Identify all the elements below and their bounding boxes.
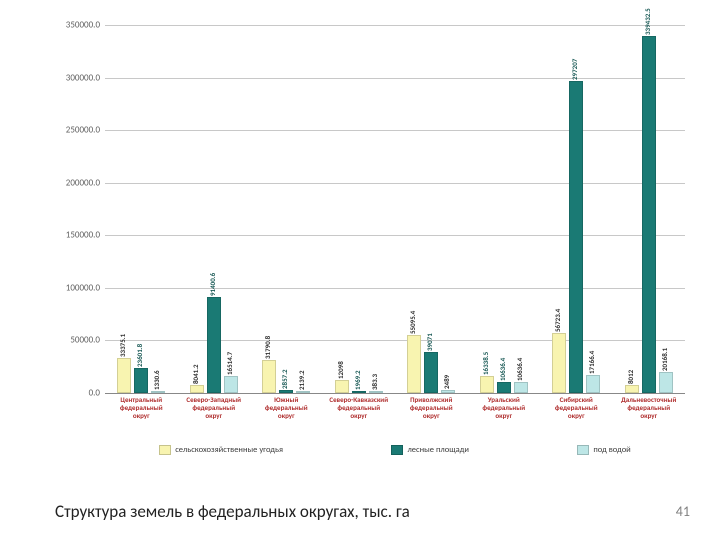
legend-swatch: [159, 445, 171, 455]
bar-value-label: 55095.4: [408, 311, 417, 334]
bar-value-label: 23601.8: [135, 344, 144, 367]
slide: 0.0 50000.0 100000.0 150000.0 200000.0 250000…: [0, 0, 720, 540]
chart: 0.0 50000.0 100000.0 150000.0 200000.0 250000…: [50, 20, 685, 470]
bar-water: 16514.7: [224, 376, 238, 393]
bar-forest: 10636.4: [497, 382, 511, 393]
legend-item: лесные площади: [391, 445, 469, 455]
legend-item: под водой: [577, 445, 630, 455]
bar-value-label: 8012: [626, 369, 635, 383]
bar-value-label: 10636.4: [498, 358, 507, 381]
bar-forest: 297207: [569, 81, 583, 393]
legend: сельскохозяйственные угодья лесные площад…: [105, 440, 685, 460]
bar-value-label: 56723.4: [553, 309, 562, 332]
bar-forest: 1969.2: [352, 391, 366, 393]
bar-value-label: 2857.2: [280, 369, 289, 389]
legend-label: под водой: [593, 445, 630, 455]
bar-water: 17166.4: [586, 375, 600, 393]
bar-agri: 56723.4: [552, 333, 566, 393]
bar-agri: 33375.1: [117, 358, 131, 393]
bar-water: 10636.4: [514, 382, 528, 393]
bar-value-label: 17166.4: [587, 351, 596, 374]
bar-value-label: 10636.4: [515, 358, 524, 381]
bar-value-label: 8041.2: [191, 364, 200, 384]
bar-agri: 8041.2: [190, 385, 204, 393]
bar-value-label: 339432.5: [643, 8, 652, 35]
bar-agri: 55095.4: [407, 335, 421, 393]
bar-forest: 91400.6: [207, 297, 221, 393]
x-tick-label: Дальневосточныйфедеральныйокруг: [613, 396, 686, 420]
bar-value-label: 383.3: [370, 374, 379, 390]
y-tick: 350000.0: [50, 20, 100, 31]
bar-value-label: 20168.1: [660, 348, 669, 371]
bar-value-label: 16514.7: [225, 351, 234, 374]
bar-forest: 339432.5: [642, 36, 656, 393]
bar-value-label: 2139.2: [297, 370, 306, 390]
plot-area: 0.050000.0100000.0150000.0200000.0250000…: [105, 25, 685, 394]
bar-agri: 31790.8: [262, 360, 276, 393]
bar-water: 383.3: [369, 391, 383, 393]
y-tick: 0.0: [50, 388, 100, 399]
bar-water: 20168.1: [659, 372, 673, 393]
y-tick: 100000.0: [50, 282, 100, 293]
caption: Структура земель в федеральных округах, …: [55, 501, 410, 522]
x-tick-label: Южныйфедеральныйокруг: [250, 396, 323, 420]
bar-water: 2489: [441, 390, 455, 393]
x-tick-label: Северо-Кавказскийфедеральныйокруг: [323, 396, 396, 420]
legend-swatch: [391, 445, 403, 455]
bar-value-label: 12098: [336, 362, 345, 380]
bar-agri: 12098: [335, 380, 349, 393]
y-tick: 50000.0: [50, 335, 100, 346]
y-tick: 150000.0: [50, 230, 100, 241]
bar-value-label: 31790.8: [263, 335, 272, 358]
bar-water: 2139.2: [296, 391, 310, 393]
bar-value-label: 33375.1: [118, 334, 127, 357]
y-tick: 250000.0: [50, 125, 100, 136]
y-tick: 300000.0: [50, 72, 100, 83]
bar-value-label: 1969.2: [353, 370, 362, 390]
bar-forest: 39071: [424, 352, 438, 393]
page-number: 41: [676, 503, 690, 520]
bar-water: 1330.6: [151, 391, 165, 393]
x-tick-label: Северо-Западныйфедеральныйокруг: [178, 396, 251, 420]
legend-item: сельскохозяйственные угодья: [159, 445, 283, 455]
y-tick: 200000.0: [50, 177, 100, 188]
x-tick-label: Уральскийфедеральныйокруг: [468, 396, 541, 420]
x-tick-label: Сибирскийфедеральныйокруг: [540, 396, 613, 420]
x-tick-label: Центральныйфедеральныйокруг: [105, 396, 178, 420]
bar-value-label: 297207: [570, 58, 579, 79]
legend-label: сельскохозяйственные угодья: [175, 445, 283, 455]
bar-value-label: 2489: [442, 375, 451, 389]
bar-agri: 16338.5: [480, 376, 494, 393]
x-axis-labels: ЦентральныйфедеральныйокругСеверо-Западн…: [105, 396, 685, 438]
legend-label: лесные площади: [407, 445, 469, 455]
bar-value-label: 39071: [425, 333, 434, 351]
bar-value-label: 91400.6: [208, 273, 217, 296]
bar-agri: 8012: [625, 385, 639, 393]
legend-swatch: [577, 445, 589, 455]
bar-value-label: 1330.6: [152, 370, 161, 390]
x-tick-label: Приволжскийфедеральныйокруг: [395, 396, 468, 420]
bar-forest: 2857.2: [279, 390, 293, 393]
bar-forest: 23601.8: [134, 368, 148, 393]
bar-value-label: 16338.5: [481, 352, 490, 375]
